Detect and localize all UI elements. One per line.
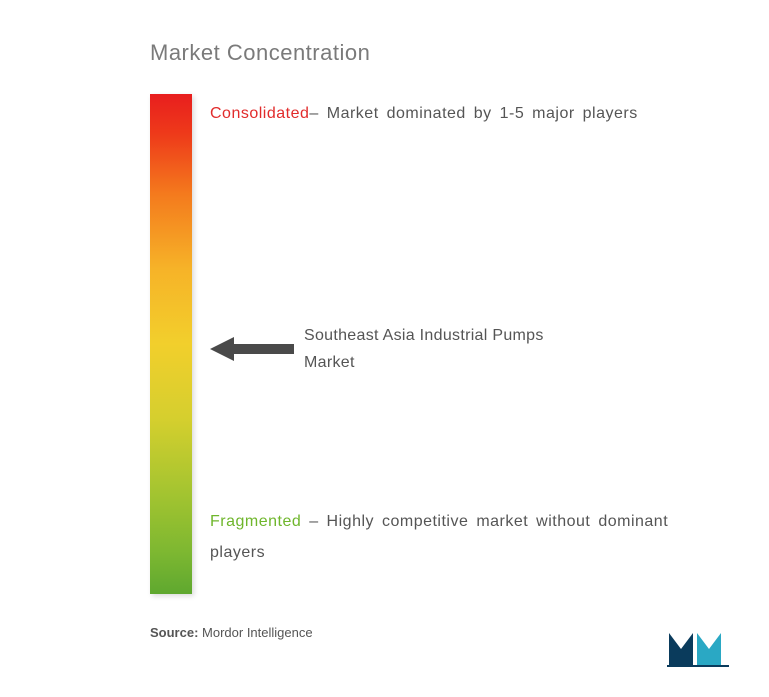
consolidated-desc: – Market dominated by 1-5 major players (309, 105, 637, 122)
fragmented-term: Fragmented (210, 513, 301, 530)
mordor-logo-icon (667, 625, 729, 667)
labels-column: Consolidated– Market dominated by 1-5 ma… (210, 94, 730, 594)
consolidated-label: Consolidated– Market dominated by 1-5 ma… (210, 98, 730, 129)
fragmented-label: Fragmented – Highly competitive market w… (210, 506, 730, 568)
source-attribution: Source: Mordor Intelligence (150, 625, 313, 640)
content-row: Consolidated– Market dominated by 1-5 ma… (150, 94, 730, 594)
source-name: Mordor Intelligence (202, 625, 313, 640)
consolidated-term: Consolidated (210, 105, 309, 122)
market-name-text: Southeast Asia Industrial Pumps Market (304, 322, 554, 376)
source-prefix: Source: (150, 625, 198, 640)
concentration-gradient-bar (150, 94, 192, 594)
infographic-container: Market Concentration Consolidated– Marke… (150, 40, 730, 594)
market-pointer: Southeast Asia Industrial Pumps Market (210, 322, 554, 376)
arrow-left-icon (210, 335, 294, 363)
page-title: Market Concentration (150, 40, 730, 66)
